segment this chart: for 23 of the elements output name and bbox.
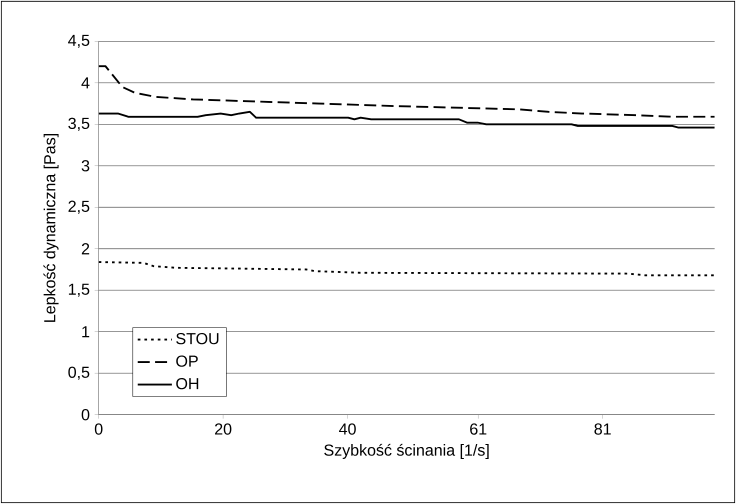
y-tick-label: 2 [82, 243, 90, 254]
x-tick-label: 0 [94, 423, 102, 435]
legend-label: OH [176, 378, 198, 390]
y-tick-label: 3,5 [68, 118, 90, 131]
x-tick-label: 20 [215, 423, 232, 435]
y-tick-label: 0,5 [68, 366, 90, 380]
y-axis-title: Lepkość dynamiczna [Pas] [43, 134, 59, 322]
legend-label: OP [176, 355, 198, 367]
x-tick-label: 81 [594, 423, 611, 435]
legend-label: STOU [176, 332, 218, 344]
y-tick-label: 1 [82, 326, 90, 338]
x-tick-label: 61 [470, 423, 486, 435]
x-axis-title: Szybkość ścinania [1/s] [324, 444, 489, 459]
y-tick-label: 1,5 [68, 284, 90, 297]
x-tick-label: 40 [339, 423, 356, 435]
y-tick-label: 3 [82, 160, 90, 172]
line-series [98, 65, 715, 118]
line-series [98, 261, 715, 276]
y-tick-label: 0 [82, 409, 90, 420]
y-tick-label: 4,5 [68, 34, 90, 48]
y-tick-label: 2,5 [68, 200, 90, 214]
line-series [98, 110, 715, 129]
y-tick-label: 4 [81, 77, 90, 88]
